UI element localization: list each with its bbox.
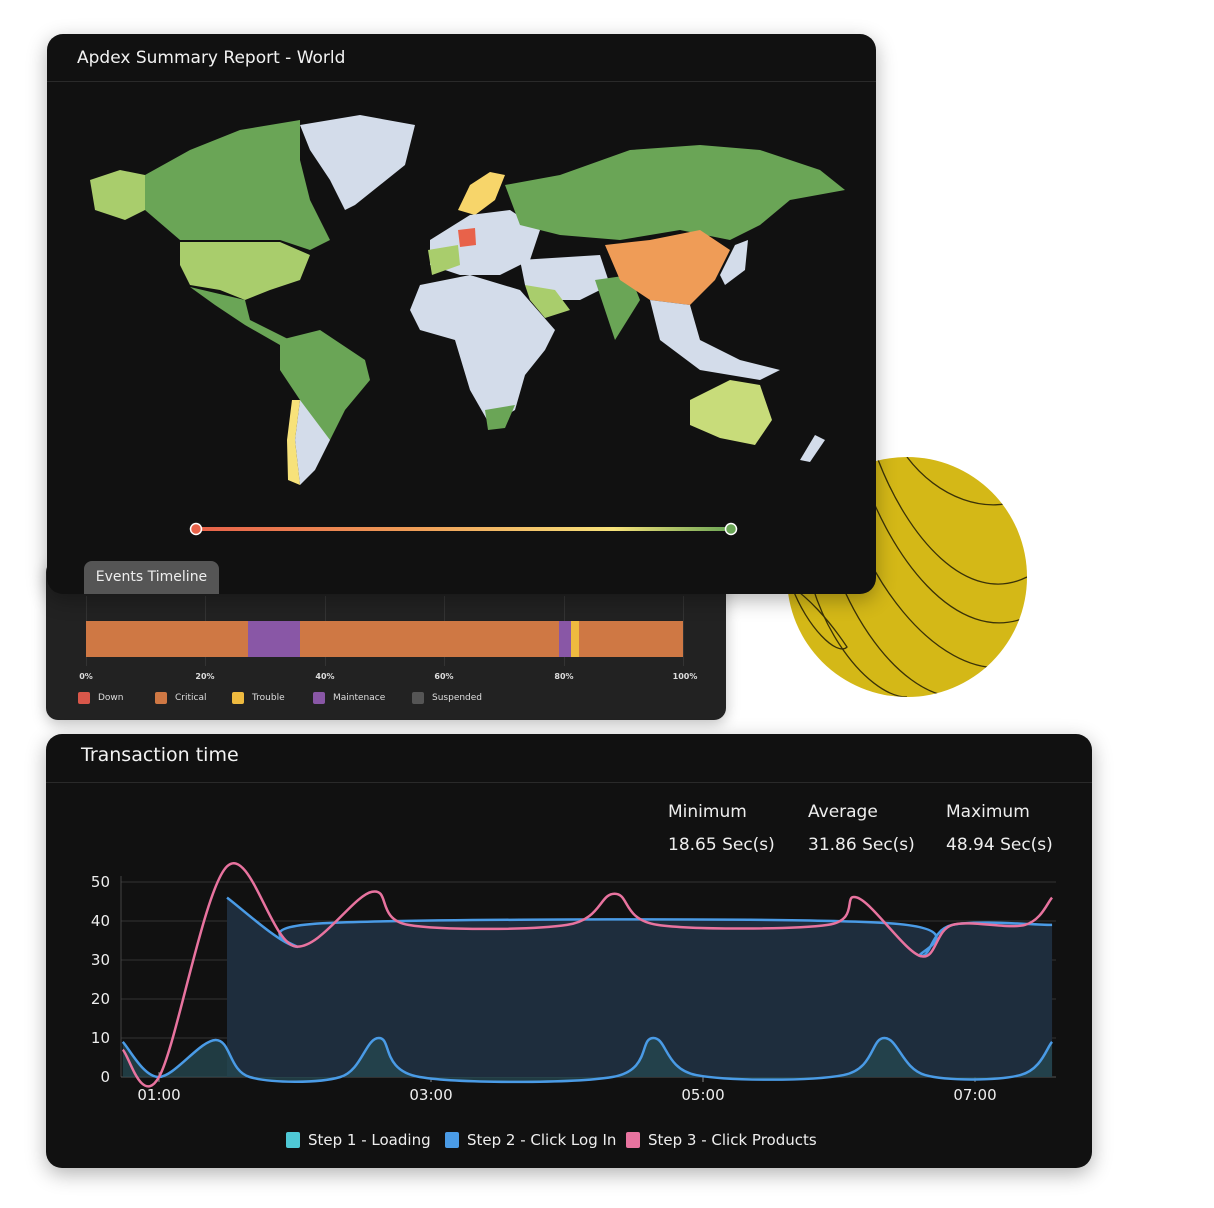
- transaction-chart: [120, 862, 1056, 1088]
- stat-average-label: Average: [808, 802, 878, 822]
- swatch: [155, 692, 167, 704]
- swatch: [626, 1132, 640, 1148]
- legend-trouble: Trouble: [232, 692, 285, 704]
- transaction-time-card: Transaction time: [46, 734, 1092, 1168]
- apdex-map-card: Apdex Summary Report - World: [47, 34, 876, 594]
- legend-step3[interactable]: Step 3 - Click Products: [626, 1131, 817, 1149]
- region-germany: [458, 228, 476, 247]
- stat-average-value: 31.86 Sec(s): [808, 835, 915, 855]
- region-south-america-nodata: [295, 400, 330, 485]
- timeline-segment-maintenace[interactable]: [248, 621, 301, 657]
- y-tick-label: 40: [90, 912, 110, 930]
- timeline-tick: 60%: [434, 672, 454, 681]
- legend-maintenance: Maintenace: [313, 692, 385, 704]
- timeline-tick: 40%: [315, 672, 335, 681]
- legend-suspended: Suspended: [412, 692, 482, 704]
- area-step2: [227, 897, 1053, 1077]
- y-tick-label: 10: [90, 1029, 110, 1047]
- swatch: [445, 1132, 459, 1148]
- y-tick-label: 30: [90, 951, 110, 969]
- tab-events-timeline[interactable]: Events Timeline: [84, 561, 219, 594]
- stat-minimum-label: Minimum: [668, 802, 747, 822]
- divider: [47, 81, 876, 82]
- stat-minimum-value: 18.65 Sec(s): [668, 835, 775, 855]
- grid-line: [683, 596, 684, 666]
- region-brazil: [280, 330, 370, 440]
- region-mexico: [190, 287, 300, 350]
- card-title: Transaction time: [81, 744, 239, 766]
- x-tick-label: 07:00: [953, 1086, 997, 1104]
- area-step1: [122, 1037, 1053, 1082]
- region-south-africa: [485, 405, 515, 430]
- legend-label: Step 1 - Loading: [308, 1131, 431, 1149]
- swatch: [313, 692, 325, 704]
- timeline-tick: 80%: [554, 672, 574, 681]
- y-tick-label: 0: [100, 1068, 110, 1086]
- line-step3: [121, 862, 1054, 1088]
- x-tick-label: 01:00: [137, 1086, 181, 1104]
- region-japan: [720, 240, 748, 285]
- stat-maximum-label: Maximum: [946, 802, 1030, 822]
- legend-label: Step 2 - Click Log In: [467, 1131, 617, 1149]
- region-india: [595, 275, 640, 340]
- region-australia: [690, 380, 772, 445]
- region-canada: [145, 120, 330, 250]
- legend-label: Suspended: [432, 693, 483, 703]
- timeline-segment-critical[interactable]: [578, 621, 683, 657]
- x-tick-label: 03:00: [409, 1086, 453, 1104]
- timeline-tick: 0%: [79, 672, 93, 681]
- timeline-segment-critical[interactable]: [86, 621, 249, 657]
- legend-label: Maintenace: [333, 693, 386, 703]
- divider: [46, 782, 1092, 783]
- world-map[interactable]: [47, 34, 876, 594]
- legend-critical: Critical: [155, 692, 206, 704]
- region-russia: [505, 145, 845, 240]
- region-saudi: [525, 285, 570, 318]
- region-southeast-asia: [650, 300, 780, 380]
- region-alaska: [90, 170, 145, 220]
- timeline-segment-trouble[interactable]: [571, 621, 579, 657]
- line-step1: [121, 1036, 1054, 1084]
- region-africa: [410, 275, 555, 425]
- swatch: [412, 692, 424, 704]
- timeline-segment-critical[interactable]: [300, 621, 560, 657]
- legend-step2[interactable]: Step 2 - Click Log In: [445, 1131, 616, 1149]
- legend-label: Critical: [175, 693, 207, 703]
- legend-step1[interactable]: Step 1 - Loading: [286, 1131, 431, 1149]
- apdex-scale-bar: [196, 527, 731, 531]
- region-china: [605, 230, 730, 305]
- stat-maximum-value: 48.94 Sec(s): [946, 835, 1053, 855]
- region-scandinavia: [458, 172, 505, 215]
- swatch: [232, 692, 244, 704]
- region-new-zealand: [800, 435, 825, 462]
- legend-label: Step 3 - Click Products: [648, 1131, 817, 1149]
- card-title: Apdex Summary Report - World: [77, 48, 346, 68]
- region-france-spain: [428, 245, 460, 275]
- scale-handle-min: [189, 522, 203, 536]
- y-tick-label: 20: [90, 990, 110, 1008]
- timeline-tick: 20%: [195, 672, 215, 681]
- swatch: [286, 1132, 300, 1148]
- x-tick-label: 05:00: [681, 1086, 725, 1104]
- y-tick-label: 50: [90, 873, 110, 891]
- region-usa: [180, 242, 310, 300]
- timeline-tick: 100%: [672, 672, 698, 681]
- legend-label: Trouble: [252, 693, 285, 703]
- legend-down: Down: [78, 692, 124, 704]
- region-chile: [287, 400, 300, 485]
- region-greenland: [300, 115, 415, 210]
- legend-label: Down: [98, 693, 124, 703]
- swatch: [78, 692, 90, 704]
- scale-handle-max: [724, 522, 738, 536]
- timeline-segment-maintenace[interactable]: [559, 621, 572, 657]
